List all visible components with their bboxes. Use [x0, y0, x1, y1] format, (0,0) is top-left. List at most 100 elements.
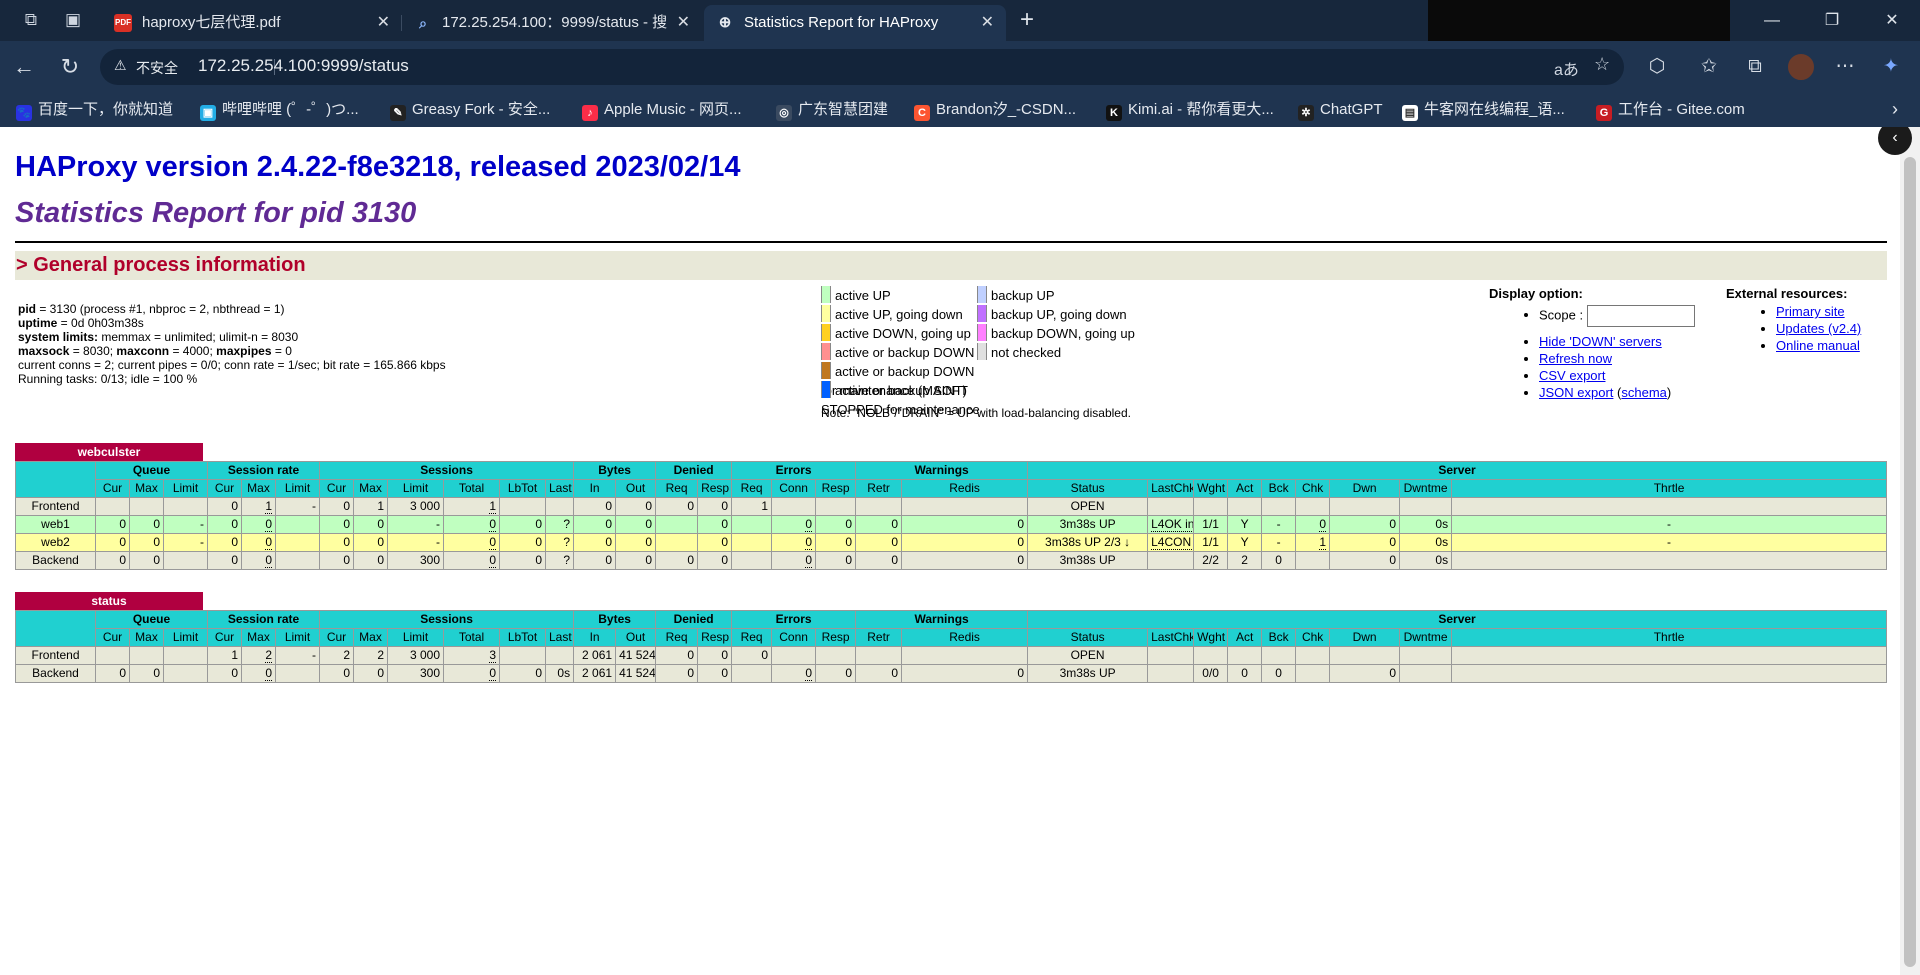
cell-value: 0: [605, 535, 613, 549]
updates-link[interactable]: Updates (v2.4): [1776, 321, 1862, 336]
chevron-left-icon[interactable]: ‹: [1878, 127, 1912, 155]
bookmark-guangdong[interactable]: ◎ 广东智慧团建: [776, 99, 888, 121]
bookmark-baidu[interactable]: 🐾 百度一下，你就知道: [16, 99, 173, 121]
chevron-right-icon[interactable]: ›: [1892, 99, 1898, 119]
table-cell[interactable]: [1147, 646, 1195, 665]
column-header: Redis: [901, 479, 1029, 498]
cell-value: Frontend: [31, 648, 80, 662]
hide-down-servers-link[interactable]: Hide 'DOWN' servers: [1539, 334, 1662, 349]
online-manual-link[interactable]: Online manual: [1776, 338, 1860, 353]
proxy-section: webculster Queue Session rate Sessions Bytes…: [15, 435, 1887, 570]
scrollbar-thumb[interactable]: [1904, 157, 1916, 967]
cell-value: 0: [377, 666, 384, 680]
bookmark-nowcoder[interactable]: ▤ 牛客网在线编程_语...: [1402, 99, 1565, 121]
cell-value: 0: [1241, 666, 1248, 680]
table-cell[interactable]: L4CON in 0ms: [1147, 533, 1195, 552]
close-icon[interactable]: ✕: [676, 14, 690, 31]
info-value: = 0: [271, 344, 292, 358]
favorite-star-icon[interactable]: ☆: [1594, 54, 1611, 74]
bookmark-greasyfork[interactable]: ✎ Greasy Fork - 安全...: [390, 99, 550, 121]
minimize-icon[interactable]: —: [1764, 12, 1780, 29]
tab-haproxy-stats[interactable]: ⊕ Statistics Report for HAProxy ✕: [704, 5, 1006, 41]
tab-pdf[interactable]: PDF haproxy七层代理.pdf ✕: [102, 5, 402, 41]
table-cell[interactable]: [1147, 551, 1195, 570]
cell-value: 0: [891, 535, 899, 549]
maximize-icon[interactable]: ❐: [1824, 12, 1840, 29]
close-icon[interactable]: ✕: [980, 14, 994, 31]
more-menu-icon[interactable]: ⋯: [1835, 56, 1855, 77]
table-cell: [901, 497, 1029, 516]
new-tab-button[interactable]: +: [1019, 6, 1034, 33]
bookmark-gitee[interactable]: G 工作台 - Gitee.com: [1596, 99, 1745, 121]
row-name-cell[interactable]: web1: [15, 515, 96, 534]
table-cell: [731, 664, 773, 683]
avatar[interactable]: [1786, 52, 1816, 82]
read-aloud-icon[interactable]: aあ: [1554, 62, 1579, 79]
bookmark-chatgpt[interactable]: ✲ ChatGPT: [1298, 99, 1383, 121]
collections-icon[interactable]: ⧉: [1748, 56, 1762, 77]
info-value: Running tasks: 0/13; idle = 100 %: [18, 372, 198, 386]
table-cell: [499, 646, 546, 665]
row-name-cell[interactable]: Backend: [15, 664, 96, 683]
table-cell: [544, 646, 575, 665]
copilot-icon[interactable]: ✦: [1883, 56, 1899, 77]
bookmark-kimi[interactable]: K Kimi.ai - 帮你看更大...: [1106, 99, 1274, 121]
row-name-cell[interactable]: Frontend: [15, 497, 96, 516]
legend-item: active or backup SOFT STOPPED for mainte…: [821, 381, 981, 417]
table-cell: 0: [95, 533, 130, 552]
scope-input[interactable]: [1586, 305, 1695, 327]
tab-search[interactable]: ⌕ 172.25.254.100：9999/status - 搜 ✕: [402, 5, 702, 41]
primary-site-link[interactable]: Primary site: [1776, 304, 1845, 319]
general-info-area: pid = 3130 (process #1, nbproc = 2, nbth…: [15, 280, 1887, 435]
column-header: Max: [353, 479, 388, 498]
table-cell[interactable]: [1147, 497, 1195, 516]
table-cell: 300: [387, 551, 444, 570]
reload-icon[interactable]: ↻: [60, 54, 80, 79]
proxy-name[interactable]: webculster: [15, 443, 203, 461]
cell-value: 0: [721, 553, 729, 567]
extensions-icon[interactable]: ⬡: [1648, 56, 1666, 77]
info-key: maxpipes: [216, 344, 272, 358]
group-header: Errors: [731, 461, 857, 480]
row-name-cell[interactable]: web2: [15, 533, 96, 552]
close-window-icon[interactable]: ✕: [1885, 12, 1899, 29]
bookmark-bilibili[interactable]: ▣ 哔哩哔哩 (゜-゜)つ...: [200, 99, 359, 121]
bookmark-apple-music[interactable]: ♪ Apple Music - 网页...: [582, 99, 742, 121]
refresh-now-link[interactable]: Refresh now: [1539, 351, 1612, 366]
table-cell[interactable]: [1147, 664, 1195, 683]
table-cell: [163, 664, 208, 683]
header-cell: [15, 461, 96, 498]
bookmark-label: 广东智慧团建: [798, 101, 889, 118]
proxy-name[interactable]: status: [15, 592, 203, 610]
bookmark-csdn[interactable]: C Brandon汐_-CSDN...: [914, 99, 1076, 121]
bookmark-label: Kimi.ai - 帮你看更大...: [1128, 101, 1274, 118]
chatgpt-icon: ✲: [1298, 105, 1314, 121]
bookmark-label: Greasy Fork - 安全...: [412, 101, 551, 118]
vertical-tabs-icon[interactable]: ▣: [64, 10, 82, 29]
cell-value: L4OK in 0ms: [1151, 517, 1193, 532]
cell-value: 0: [721, 517, 729, 531]
schema-link[interactable]: schema: [1621, 385, 1667, 400]
close-icon[interactable]: ✕: [376, 14, 390, 31]
row-name-cell[interactable]: Backend: [15, 551, 96, 570]
table-cell[interactable]: L4OK in 0ms: [1147, 515, 1195, 534]
row-name-cell[interactable]: Frontend: [15, 646, 96, 665]
warning-icon[interactable]: ⚠: [114, 57, 127, 73]
cell-value: 1: [489, 499, 496, 514]
back-arrow-icon[interactable]: ←: [13, 54, 35, 79]
address-bar[interactable]: ⚠ 不安全 172.25.254.100:9999/status aあ ☆: [100, 49, 1624, 85]
table-cell: [95, 497, 130, 516]
column-header: Limit: [163, 479, 208, 498]
group-header: Queue: [95, 610, 208, 629]
table-cell: 0: [1261, 664, 1297, 683]
csv-export-link[interactable]: CSV export: [1539, 368, 1606, 383]
bookmark-label: 牛客网在线编程_语...: [1424, 101, 1565, 118]
workspaces-icon[interactable]: ⧉: [24, 10, 38, 29]
table-cell: 0: [499, 533, 546, 552]
favorites-icon[interactable]: ✩: [1701, 56, 1717, 77]
security-label[interactable]: 不安全: [136, 60, 178, 76]
json-export-link[interactable]: JSON export: [1539, 385, 1614, 400]
url-text[interactable]: 172.25.254.100:9999/status: [198, 56, 409, 75]
table-cell: 0: [615, 551, 657, 570]
scrollbar[interactable]: [1900, 127, 1920, 975]
